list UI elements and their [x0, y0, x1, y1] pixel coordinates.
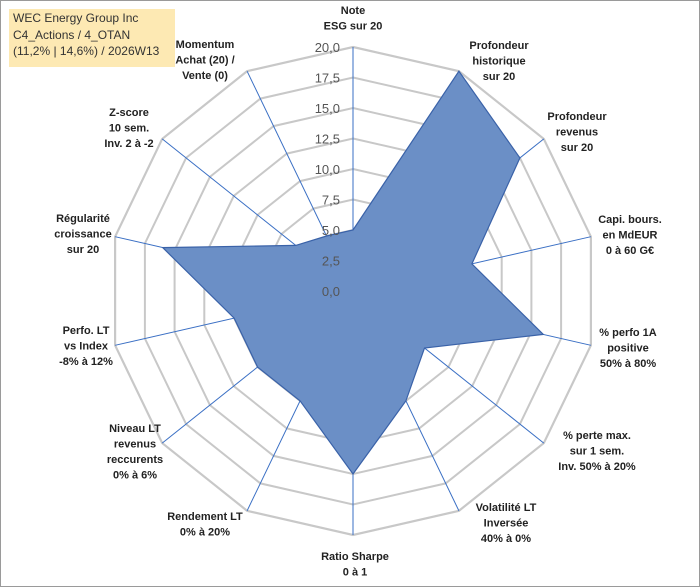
- tick-label: 5,0: [322, 223, 340, 238]
- axis-label: Perfo. LT vs Index -8% à 12%: [59, 325, 113, 368]
- header-line-stats: (11,2% | 14,6%) / 2026W13: [13, 44, 160, 58]
- axis-label: Ratio Sharpe 0 à 1: [321, 551, 389, 579]
- series-area: [161, 70, 545, 476]
- tick-label: 0,0: [322, 284, 340, 299]
- axis-label: Profondeur revenus sur 20: [547, 111, 607, 154]
- tick-label: 15,0: [315, 101, 340, 116]
- axis-label: Niveau LT revenus reccurents 0% à 6%: [107, 423, 163, 482]
- radar-series: [161, 70, 545, 476]
- radar-axis-labels: Note ESG sur 20 Profondeur historique sur 20…: [54, 5, 662, 579]
- header-line-company: WEC Energy Group Inc: [13, 11, 139, 25]
- tick-label: 10,0: [315, 162, 340, 177]
- axis-label: Z-score 10 sem. Inv. 2 à -2: [104, 107, 153, 150]
- chart-header: WEC Energy Group Inc C4_Actions / 4_OTAN…: [9, 9, 175, 67]
- tick-label: 17,5: [315, 71, 340, 86]
- axis-label: Régularité croissance sur 20: [54, 213, 111, 256]
- axis-label: % perte max. sur 1 sem. Inv. 50% à 20%: [558, 430, 636, 473]
- axis-label: % perfo 1A positive 50% à 80%: [599, 327, 657, 370]
- axis-label: Profondeur historique sur 20: [469, 40, 529, 83]
- radar-tick-labels: 0,0 2,5 5,0 7,5 10,0 12,5 15,0 17,5 20,0: [315, 40, 340, 299]
- header-line-category: C4_Actions / 4_OTAN: [13, 27, 131, 42]
- axis-label: Volatilité LT Inversée 40% à 0%: [476, 502, 537, 545]
- axis-label: Capi. bours. en MdEUR 0 à 60 G€: [598, 214, 662, 257]
- tick-label: 2,5: [322, 254, 340, 269]
- tick-label: 12,5: [315, 132, 340, 147]
- axis-label: Note ESG sur 20: [324, 5, 383, 33]
- tick-label: 7,5: [322, 193, 340, 208]
- axis-label: Rendement LT 0% à 20%: [167, 511, 243, 539]
- tick-label: 20,0: [315, 40, 340, 55]
- axis-label: Momentum Achat (20) / Vente (0): [175, 39, 234, 82]
